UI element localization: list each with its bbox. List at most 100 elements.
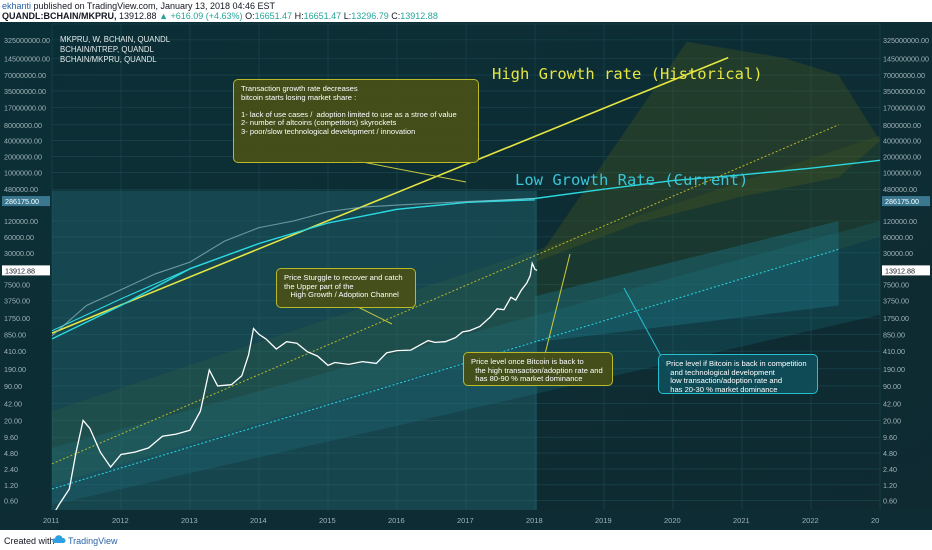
symbol-ohlc: QUANDL:BCHAIN/MKPRU, 13912.88 ▲ +616.09 … bbox=[2, 11, 438, 21]
price-flag-label: 13912.88 bbox=[885, 266, 915, 275]
x-tick-label: 2015 bbox=[319, 516, 336, 525]
price-flag-label: 286175.00 bbox=[5, 197, 39, 206]
y-tick-right: 17000000.00 bbox=[883, 103, 925, 112]
y-tick-left: 0.60 bbox=[4, 497, 18, 506]
chart-footer: Created with TradingView bbox=[0, 530, 932, 550]
legend-main[interactable]: MKPRU, W, BCHAIN, QUANDL bbox=[60, 35, 171, 44]
y-tick-left: 1.20 bbox=[4, 481, 18, 490]
price-flag-left bbox=[2, 265, 50, 276]
high-growth-channel bbox=[52, 135, 880, 485]
y-tick-left: 145000000.00 bbox=[4, 54, 50, 63]
x-tick-label: 2011 bbox=[43, 516, 59, 525]
high-value: 16651.47 bbox=[303, 11, 342, 21]
y-tick-right: 60000.00 bbox=[883, 233, 913, 242]
price-flag-label: 286175.00 bbox=[885, 197, 919, 206]
price-flag-right bbox=[882, 196, 930, 207]
y-tick-right: 2.40 bbox=[883, 465, 897, 474]
y-tick-right: 2000000.00 bbox=[883, 153, 921, 162]
y-tick-left: 325000000.00 bbox=[4, 36, 50, 45]
y-tick-right: 145000000.00 bbox=[883, 54, 929, 63]
high-growth-trendline bbox=[51, 56, 729, 334]
x-tick-label: 2012 bbox=[112, 516, 129, 525]
chart-canvas[interactable]: 325000000.00 325000000.00 145000000.00 1450… bbox=[0, 22, 932, 530]
chart-header: ekhanti published on TradingView.com, Ja… bbox=[0, 0, 932, 22]
pointer-top-note bbox=[351, 159, 467, 183]
x-tick-label: 20 bbox=[871, 516, 879, 525]
price-flag-left bbox=[2, 196, 50, 207]
y-tick-right: 4000000.00 bbox=[883, 137, 921, 146]
y-tick-right: 1000000.00 bbox=[883, 168, 921, 177]
y-tick-right: 410.00 bbox=[883, 347, 905, 356]
y-tick-left: 480000.00 bbox=[4, 185, 38, 194]
y-tick-right: 0.60 bbox=[883, 497, 897, 506]
close-value: 13912.88 bbox=[400, 11, 438, 21]
y-tick-left: 70000000.00 bbox=[4, 71, 46, 80]
price-change: ▲ +616.09 (+4.63%) bbox=[159, 11, 243, 21]
y-tick-left: 410.00 bbox=[4, 347, 26, 356]
y-tick-right: 850.00 bbox=[883, 330, 905, 339]
price-flag-right bbox=[882, 265, 930, 276]
y-tick-left: 7500.00 bbox=[4, 281, 30, 290]
history-shade bbox=[52, 190, 538, 510]
chart-axes: 325000000.00 325000000.00 145000000.00 1450… bbox=[0, 36, 932, 530]
y-tick-left: 4.80 bbox=[4, 449, 18, 458]
high-label: H: bbox=[294, 11, 304, 21]
tradingview-cloud-icon bbox=[52, 534, 66, 546]
created-with-text: Created with bbox=[4, 536, 55, 546]
chart-series bbox=[51, 197, 538, 517]
x-tick-label: 2018 bbox=[526, 516, 543, 525]
open-label: O: bbox=[245, 11, 255, 21]
note-transaction-growth[interactable]: Transaction growth rate decreases bitcoi… bbox=[233, 79, 479, 163]
y-tick-left: 4000000.00 bbox=[4, 137, 42, 146]
y-tick-left: 850.00 bbox=[4, 330, 26, 339]
low-growth-label: Low Growth Rate (Current) bbox=[515, 171, 749, 189]
high-growth-label: High Growth rate (Historical) bbox=[492, 65, 763, 83]
y-tick-left: 8000000.00 bbox=[4, 121, 42, 130]
x-tick-label: 2019 bbox=[595, 516, 612, 525]
y-tick-left: 60000.00 bbox=[4, 233, 34, 242]
y-tick-right: 90.00 bbox=[883, 382, 901, 391]
y-tick-right: 20.00 bbox=[883, 416, 901, 425]
y-tick-left: 1750.00 bbox=[4, 314, 30, 323]
note-low-adoption-level[interactable]: Price level if Bitcoin is back in compet… bbox=[658, 354, 818, 394]
publish-text: published on TradingView.com, January 13… bbox=[33, 1, 276, 11]
y-tick-left: 35000000.00 bbox=[4, 87, 46, 96]
series-line-0 bbox=[51, 260, 538, 517]
y-tick-right: 1.20 bbox=[883, 481, 897, 490]
high-growth-projection bbox=[535, 41, 880, 263]
legend-mkpru[interactable]: BCHAIN/MKPRU, QUANDL bbox=[60, 55, 157, 64]
tradingview-link[interactable]: TradingView bbox=[68, 536, 118, 546]
y-tick-right: 42.00 bbox=[883, 399, 901, 408]
y-tick-left: 90.00 bbox=[4, 382, 22, 391]
last-price: 13912.88 bbox=[119, 11, 157, 21]
high-growth-midline bbox=[51, 124, 839, 465]
close-label: C: bbox=[391, 11, 401, 21]
symbol-name[interactable]: QUANDL:BCHAIN/MKPRU, bbox=[2, 11, 117, 21]
low-value: 13296.79 bbox=[351, 11, 389, 21]
x-tick-label: 2022 bbox=[802, 516, 819, 525]
y-tick-right: 120000.00 bbox=[883, 217, 917, 226]
note-price-struggle[interactable]: Price Sturggle to recover and catch the … bbox=[276, 268, 416, 308]
y-tick-left: 17000000.00 bbox=[4, 103, 46, 112]
x-tick-label: 2013 bbox=[181, 516, 198, 525]
y-tick-right: 9.60 bbox=[883, 433, 897, 442]
y-tick-left: 190.00 bbox=[4, 365, 26, 374]
publish-info: ekhanti published on TradingView.com, Ja… bbox=[2, 1, 275, 11]
y-tick-right: 8000000.00 bbox=[883, 121, 921, 130]
series-line-1 bbox=[51, 199, 536, 332]
note-high-adoption-level[interactable]: Price level once Bitcoin is back to the … bbox=[463, 352, 613, 386]
x-axis-band bbox=[0, 510, 932, 530]
y-tick-left: 20.00 bbox=[4, 416, 22, 425]
y-tick-left: 2000000.00 bbox=[4, 153, 42, 162]
y-tick-right: 325000000.00 bbox=[883, 36, 929, 45]
author-link[interactable]: ekhanti bbox=[2, 1, 32, 11]
y-tick-right: 35000000.00 bbox=[883, 87, 925, 96]
price-flag-label: 13912.88 bbox=[5, 266, 35, 275]
low-growth-projection bbox=[535, 221, 839, 343]
y-tick-left: 3750.00 bbox=[4, 296, 30, 305]
y-tick-right: 30000.00 bbox=[883, 249, 913, 258]
series-line-2 bbox=[51, 197, 536, 337]
y-tick-left: 42.00 bbox=[4, 399, 22, 408]
legend-ntrep[interactable]: BCHAIN/NTREP, QUANDL bbox=[60, 45, 154, 54]
y-tick-left: 120000.00 bbox=[4, 217, 38, 226]
